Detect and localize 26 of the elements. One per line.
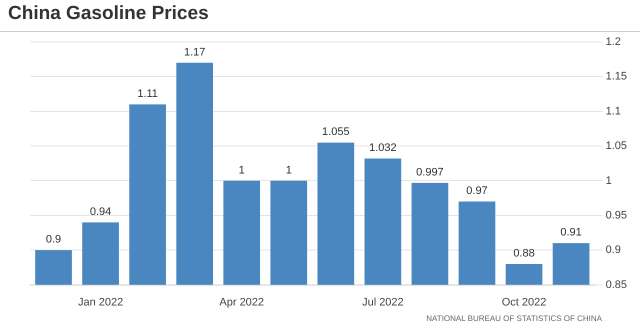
data-label: 0.91 [560,226,582,239]
x-tick-label: Jan 2022 [78,296,124,308]
data-label: 0.88 [513,248,535,260]
data-label: 0.997 [416,166,444,178]
data-label: 1.032 [369,142,397,154]
x-tick-label: Oct 2022 [502,296,546,308]
y-tick-label: 1.05 [606,140,628,152]
chart-title: China Gasoline Prices [0,0,640,32]
y-tick-label: 0.95 [606,209,628,222]
text: NATIONAL BUREAU OF STATISTICS OF CHINA [426,314,602,323]
y-tick-label: 0.9 [606,244,621,256]
data-label: 0.97 [466,185,488,198]
data-label: 0.9 [46,234,62,246]
x-tick-label: Jul 2022 [362,296,404,308]
y-tick-label: 1.15 [606,70,628,83]
data-label: 1.17 [184,46,206,58]
data-label: 0.94 [90,206,112,218]
y-tick-label: 1 [606,174,612,187]
y-tick-label: 1.2 [606,36,621,48]
data-label: 1.11 [137,88,158,100]
data-label: 1.055 [322,126,350,138]
x-tick-label: Apr 2022 [219,296,264,308]
data-label: 1 [238,164,245,176]
y-tick-label: 0.85 [606,278,628,291]
y-tick-label: 1.1 [606,105,621,118]
data-label: 1 [286,164,292,176]
